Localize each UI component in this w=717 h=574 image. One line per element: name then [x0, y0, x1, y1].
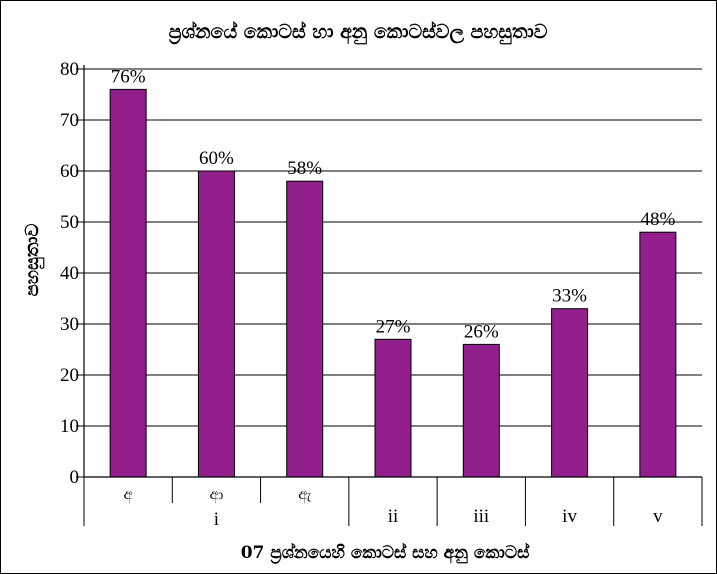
y-axis-label: පහසුතාව: [22, 224, 44, 297]
x-axis-label: 07 ප්‍රශ්නයෙහි කොටස් සහ අනු කොටස්: [241, 542, 530, 564]
bar: [374, 338, 412, 478]
y-tick-label: 20: [60, 365, 79, 386]
y-tick-label: 10: [60, 416, 79, 437]
data-label: 60%: [199, 148, 234, 169]
data-label: 26%: [464, 321, 499, 342]
group-label: ii: [388, 506, 399, 527]
gridlines: [84, 68, 702, 427]
bar: [286, 180, 324, 478]
y-tick-label: 0: [70, 467, 80, 488]
axes: [83, 65, 703, 526]
group-label: v: [653, 506, 663, 527]
bar: [639, 231, 677, 478]
bars: [109, 88, 677, 478]
y-tick-label: 40: [60, 263, 79, 284]
y-tick-label: 60: [60, 161, 79, 182]
bar: [197, 170, 235, 478]
category-label: ආ: [210, 485, 224, 504]
group-label: iii: [473, 506, 489, 527]
category-labels: අ ආ ඇ: [124, 485, 313, 504]
y-tick-label: 70: [60, 110, 79, 131]
bar: [462, 343, 500, 478]
data-labels: 76% 60% 58% 27% 26% 33% 48%: [111, 66, 676, 342]
data-label: 76%: [111, 66, 146, 87]
group-label: i: [214, 509, 219, 530]
data-label: 48%: [640, 209, 675, 230]
y-tick-label: 80: [60, 59, 79, 80]
data-label: 27%: [376, 316, 411, 337]
group-labels: i ii iii iv v: [214, 506, 663, 530]
bar: [551, 308, 589, 478]
y-axis-ticks: 0 10 20 30 40 50 60 70 80: [60, 59, 84, 488]
data-label: 33%: [552, 286, 587, 307]
chart-title: ප්‍රශ්නයේ කොටස් හා අනු කොටස්වල පහසුතාව: [168, 21, 547, 46]
category-label: ඇ: [298, 485, 312, 504]
data-label: 58%: [287, 158, 322, 179]
y-tick-label: 30: [60, 314, 79, 335]
group-label: iv: [562, 506, 577, 527]
bar: [109, 88, 147, 478]
category-label: අ: [124, 485, 133, 504]
y-tick-label: 50: [60, 212, 79, 233]
